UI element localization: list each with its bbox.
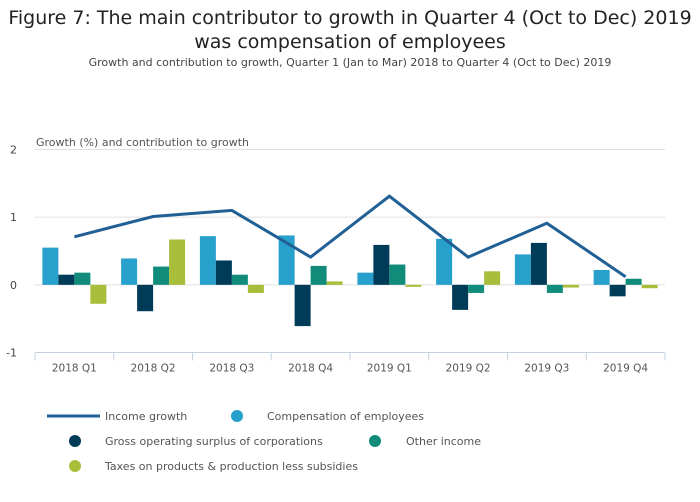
chart-title: Figure 7: The main contributor to growth… bbox=[8, 7, 692, 53]
legend-circle-marker bbox=[369, 435, 381, 447]
bar-gross-operating-surplus-of-corporations bbox=[58, 274, 75, 285]
bar-compensation-of-employees bbox=[42, 247, 59, 285]
bar-taxes-on-products-production-less-subsidies bbox=[562, 284, 579, 288]
bar-taxes-on-products-production-less-subsidies bbox=[484, 271, 501, 285]
x-tick-label: 2019 Q3 bbox=[524, 363, 569, 375]
x-axis: 2018 Q1 2018 Q2 2018 Q3 2018 Q4 2019 Q1 2019 … bbox=[34, 352, 666, 375]
bar-gross-operating-surplus-of-corporations bbox=[373, 244, 390, 285]
bar-gross-operating-surplus-of-corporations bbox=[530, 242, 547, 285]
legend-label: Compensation of employees bbox=[267, 410, 424, 423]
bar-taxes-on-products-production-less-subsidies bbox=[641, 284, 658, 289]
income-growth-line bbox=[74, 194, 627, 278]
bar-gross-operating-surplus-of-corporations bbox=[215, 260, 232, 285]
bar-other-income bbox=[310, 265, 327, 285]
bar-other-income bbox=[231, 274, 248, 285]
bar-taxes-on-products-production-less-subsidies bbox=[405, 284, 422, 287]
legend-circle-marker bbox=[69, 460, 81, 472]
bar-other-income bbox=[546, 284, 563, 293]
y-tick-label: 1 bbox=[10, 211, 17, 224]
x-tick-label: 2019 Q4 bbox=[603, 363, 648, 375]
bar-taxes-on-products-production-less-subsidies bbox=[247, 284, 264, 293]
bar-compensation-of-employees bbox=[514, 254, 531, 285]
y-axis-label: Growth (%) and contribution to growth bbox=[36, 136, 249, 149]
bar-gross-operating-surplus-of-corporations bbox=[609, 284, 626, 297]
bar-other-income bbox=[74, 272, 91, 285]
x-tick-label: 2018 Q4 bbox=[288, 363, 333, 375]
legend-label: Taxes on products & production less subs… bbox=[104, 460, 358, 473]
gridlines: 2 1 0 -1 bbox=[6, 144, 665, 360]
bar-other-income bbox=[389, 264, 406, 285]
x-tick-label: 2018 Q3 bbox=[209, 363, 254, 375]
bar-compensation-of-employees bbox=[593, 269, 610, 285]
bar-gross-operating-surplus-of-corporations bbox=[294, 284, 311, 327]
bar-compensation-of-employees bbox=[121, 258, 138, 285]
x-tick-label: 2018 Q1 bbox=[52, 363, 97, 375]
bar-taxes-on-products-production-less-subsidies bbox=[169, 239, 186, 285]
chart-subtitle: Growth and contribution to growth, Quart… bbox=[88, 56, 612, 69]
bar-taxes-on-products-production-less-subsidies bbox=[326, 281, 343, 285]
legend-item[interactable]: Taxes on products & production less subs… bbox=[69, 460, 358, 473]
legend-label: Income growth bbox=[105, 410, 187, 423]
y-tick-label: -1 bbox=[6, 347, 17, 360]
legend-circle-marker bbox=[69, 435, 81, 447]
bar-taxes-on-products-production-less-subsidies bbox=[90, 284, 107, 304]
legend-label: Gross operating surplus of corporations bbox=[105, 435, 323, 448]
income-growth-line-layer bbox=[74, 194, 627, 278]
legend-item[interactable]: Compensation of employees bbox=[231, 410, 424, 423]
x-tick-label: 2019 Q1 bbox=[367, 363, 412, 375]
x-tick-label: 2018 Q2 bbox=[131, 363, 176, 375]
bar-gross-operating-surplus-of-corporations bbox=[452, 284, 469, 310]
bar-other-income bbox=[468, 284, 485, 293]
legend: Income growth Compensation of employees Gr… bbox=[47, 410, 481, 473]
bar-compensation-of-employees bbox=[199, 236, 216, 285]
y-tick-label: 0 bbox=[10, 279, 17, 292]
bars bbox=[42, 235, 658, 327]
legend-item[interactable]: Other income bbox=[369, 435, 481, 448]
legend-circle-marker bbox=[231, 410, 243, 422]
x-tick-label: 2019 Q2 bbox=[446, 363, 491, 375]
bar-compensation-of-employees bbox=[278, 235, 295, 285]
legend-item[interactable]: Gross operating surplus of corporations bbox=[69, 435, 323, 448]
bar-compensation-of-employees bbox=[357, 272, 374, 285]
bar-other-income bbox=[153, 266, 170, 285]
y-tick-label: 2 bbox=[10, 144, 17, 157]
bar-other-income bbox=[625, 278, 642, 285]
bar-compensation-of-employees bbox=[436, 238, 453, 285]
bar-gross-operating-surplus-of-corporations bbox=[137, 284, 154, 312]
legend-item[interactable]: Income growth bbox=[47, 410, 187, 423]
legend-label: Other income bbox=[406, 435, 481, 448]
